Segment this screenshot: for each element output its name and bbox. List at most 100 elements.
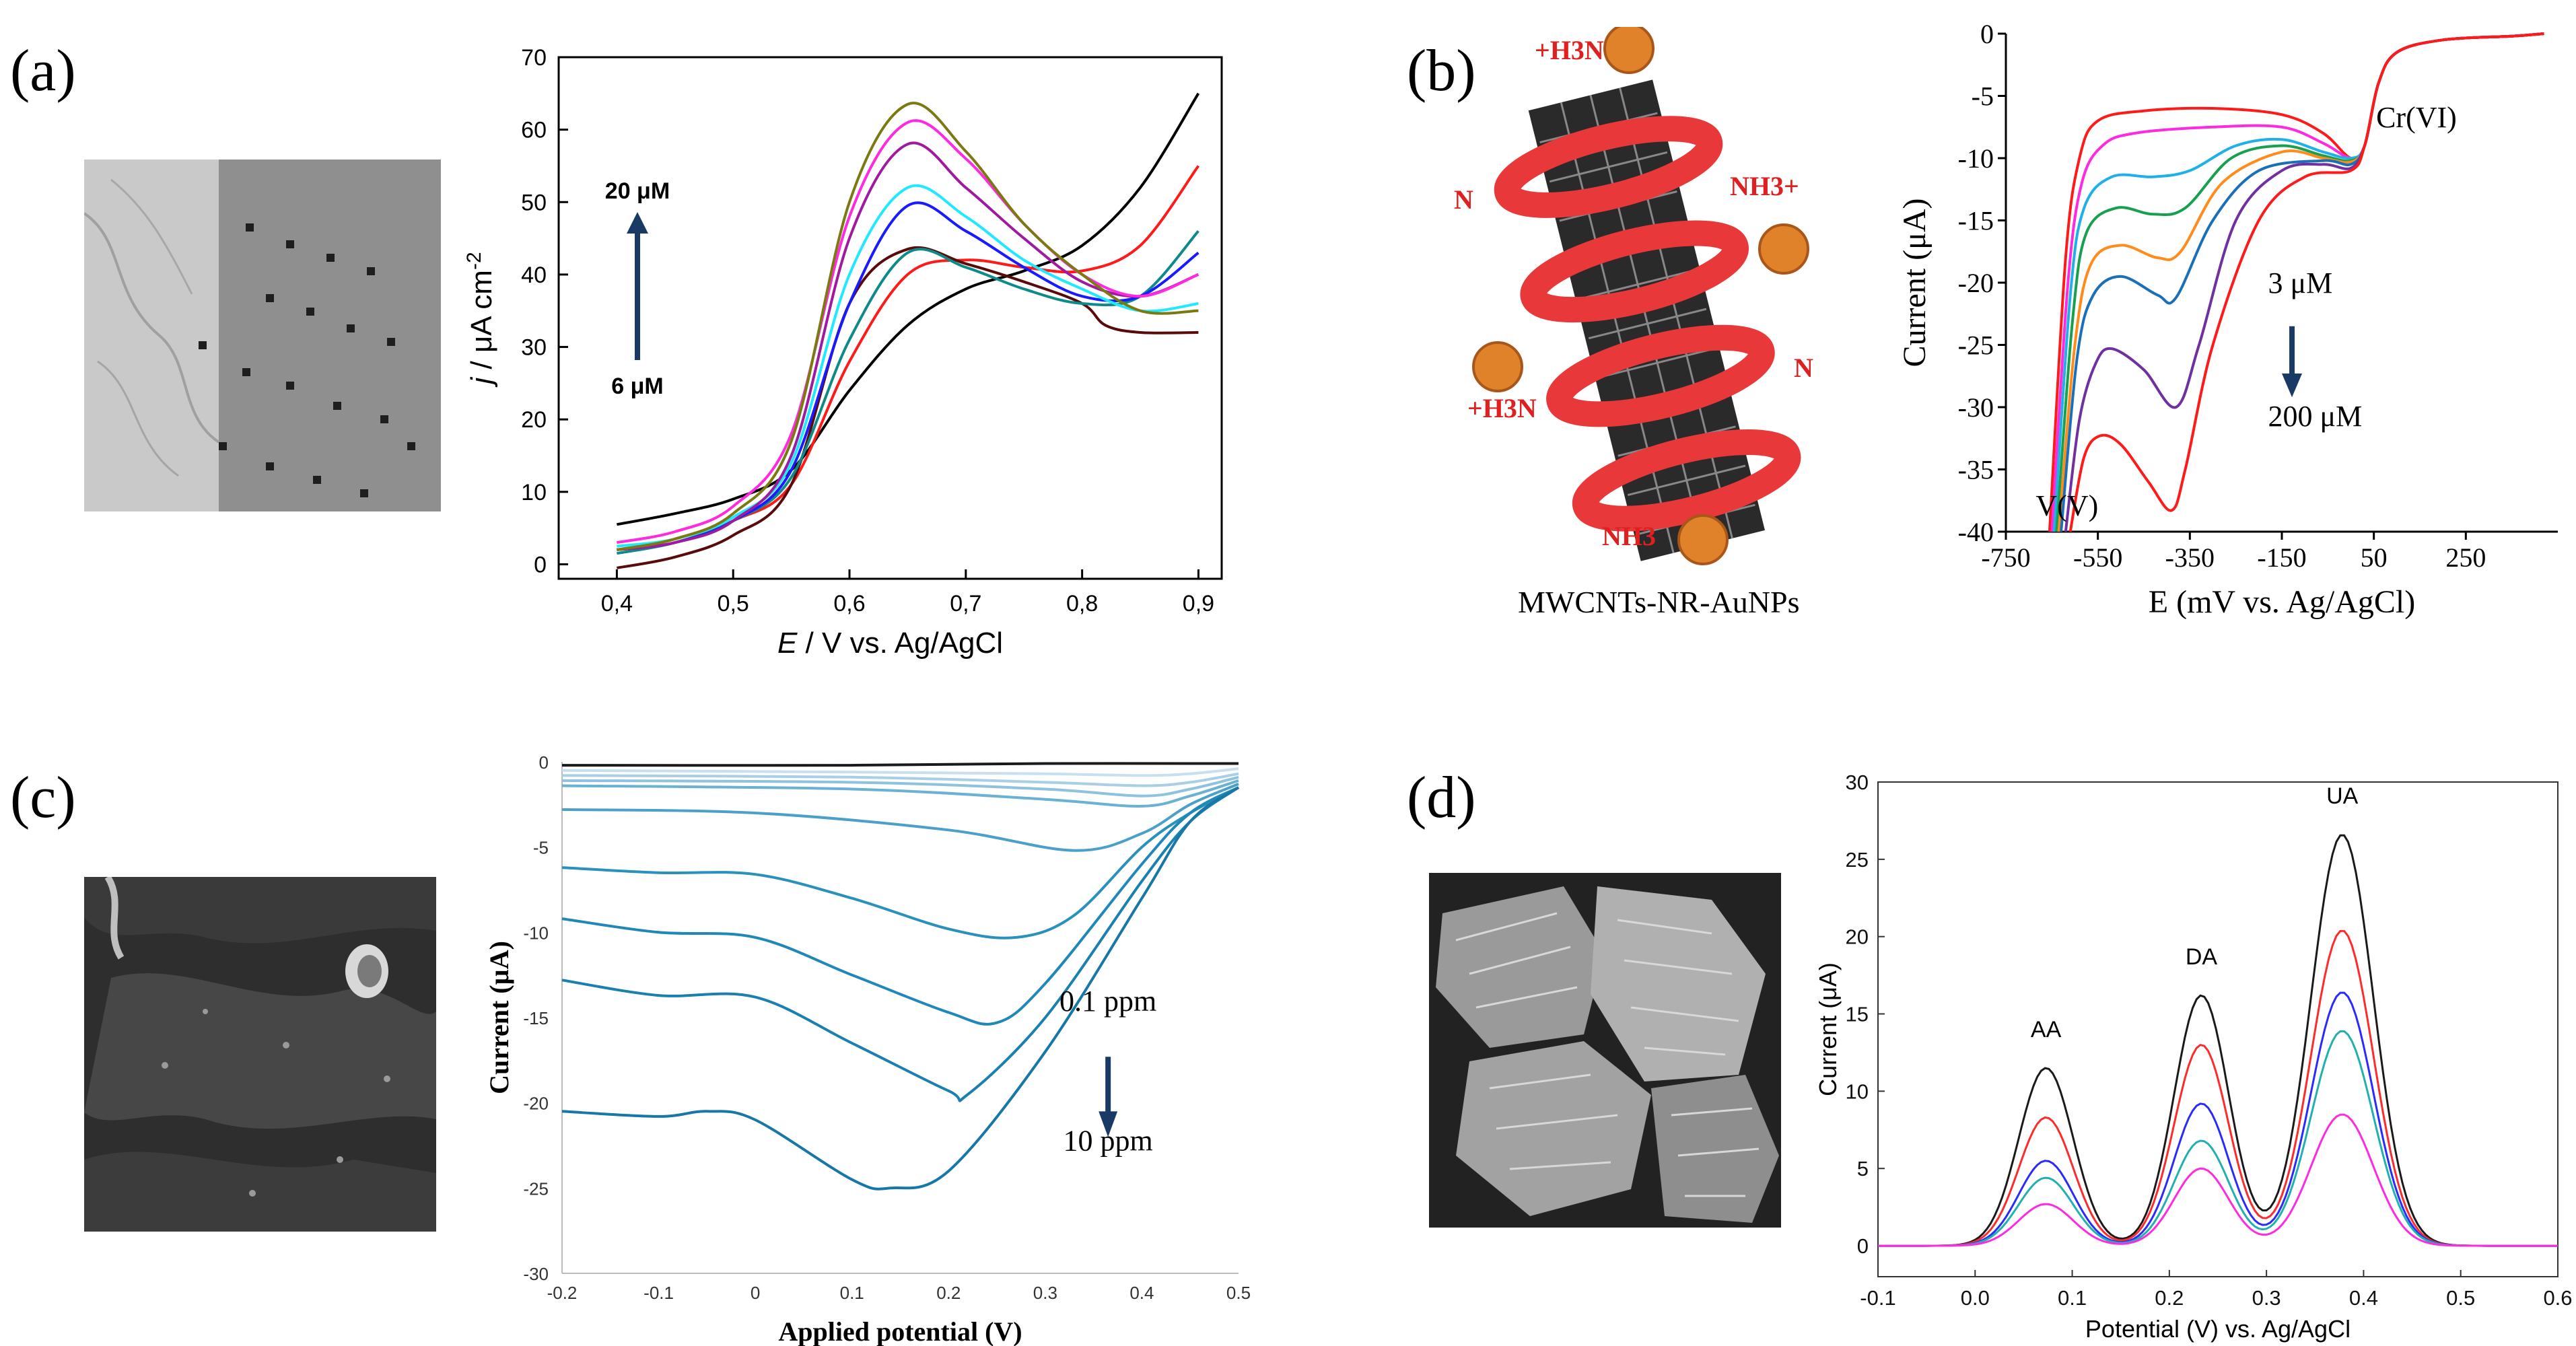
y-tick-label: 30 <box>1846 771 1869 794</box>
y-tick-label: 25 <box>1846 848 1869 872</box>
y-tick-label: -5 <box>533 838 549 858</box>
annotation-top: 20 μM <box>605 178 670 204</box>
series-line-dark-red <box>617 246 1199 569</box>
ring-3 <box>1546 324 1775 427</box>
y-axis-label-sup: -2 <box>463 252 485 270</box>
series-line-magenta <box>1878 1113 2558 1247</box>
series-line-teal <box>617 229 1199 555</box>
x-tick-label: 0.6 <box>2543 1286 2572 1310</box>
x-tick-label: 0,5 <box>718 591 749 616</box>
series-line-s9 <box>561 786 1240 1191</box>
panel-label-a: (a) <box>10 38 76 104</box>
x-axis-label-symbol: E <box>777 627 798 660</box>
y-tick-label: 70 <box>521 45 547 71</box>
ring-1 <box>1494 116 1723 218</box>
x-tick-label: 0.3 <box>2252 1286 2281 1310</box>
decrease-arrow-head <box>1099 1111 1118 1137</box>
sem-image-d <box>1429 873 1781 1228</box>
annotation-bottom: 6 μM <box>611 374 663 399</box>
y-tick-label: 40 <box>521 262 547 288</box>
y-tick-label: -40 <box>1958 517 1994 547</box>
x-tick-label: -550 <box>2073 542 2122 573</box>
amine-label: +H3N <box>1535 35 1604 65</box>
plot-frame <box>1877 781 2558 1277</box>
y-tick-label: -30 <box>523 1264 549 1284</box>
schematic-caption: MWCNTs-NR-AuNPs <box>1518 585 1799 619</box>
x-tick-label: 0.0 <box>1961 1286 1990 1310</box>
y-tick-label: 10 <box>1846 1079 1869 1103</box>
series-line-blue <box>1878 991 2558 1247</box>
panel-label-c: (c) <box>10 765 76 830</box>
y-axis-label: Current (µA) <box>484 941 514 1094</box>
y-axis-label: Current (μA) <box>1814 962 1842 1096</box>
amine-label: NH3 <box>1602 521 1656 551</box>
series-line-s4 <box>561 779 1239 808</box>
panel-label-d: (d) <box>1407 765 1476 830</box>
series-line-blank <box>561 762 1239 767</box>
annotation-top: 3 μM <box>2268 267 2333 299</box>
amine-label: +H3N <box>1467 393 1537 423</box>
ring-2 <box>1520 220 1749 323</box>
y-tick-label: 10 <box>521 480 547 505</box>
series-line-red2 <box>2068 32 2544 532</box>
x-tick-label: 0.5 <box>1226 1283 1251 1303</box>
series-line-olive <box>617 102 1199 551</box>
y-tick-label: 20 <box>521 407 547 433</box>
y-axis-label-symbol: j <box>465 377 498 388</box>
gold-nanoparticle <box>1472 341 1523 392</box>
gold-nanoparticle <box>1603 27 1655 74</box>
ring-4 <box>1572 429 1801 532</box>
chart-b: 0 -5 -10 -15 -20 -25 -30 -35 -40-750 -550 -350 -150… <box>1897 19 2558 620</box>
y-tick-label: 0 <box>1980 19 1994 49</box>
amine-label: N <box>1454 184 1473 215</box>
y-tick-label: -10 <box>1958 143 1994 174</box>
sem-image-c <box>84 877 436 1232</box>
x-tick-label: 0.4 <box>1129 1283 1154 1303</box>
y-tick-label: -15 <box>523 1008 549 1028</box>
y-tick-label: -20 <box>523 1094 549 1114</box>
decrease-arrow-head <box>2282 374 2303 398</box>
y-tick-label: 20 <box>1846 925 1869 949</box>
amine-label: N <box>1794 353 1813 383</box>
y-tick-label: 50 <box>521 190 547 215</box>
series-line-red <box>617 165 1200 551</box>
series-line-s7 <box>561 786 1239 1026</box>
series-line-s2 <box>561 772 1239 787</box>
x-tick-label: -150 <box>2257 542 2306 573</box>
increase-arrow-head <box>627 212 648 234</box>
series-line-red <box>1878 929 2558 1247</box>
x-tick-label: 50 <box>2361 542 2388 573</box>
x-tick-label: 0,8 <box>1066 591 1098 616</box>
x-axis-label-text: / V vs. Ag/AgCl <box>797 627 1003 660</box>
x-tick-label: 0.2 <box>936 1283 961 1303</box>
gold-nanoparticle <box>1677 514 1729 565</box>
series-line-magenta <box>617 119 1199 544</box>
x-tick-label: 0,4 <box>601 591 633 616</box>
x-tick-label: -0.1 <box>643 1283 674 1303</box>
series-line-s6 <box>561 786 1239 940</box>
chart-d: 0 5 10 15 20 25 30 -0.1 0.0 0.1 0.2 0.3 0.4 0.5 0.6 AA D… <box>1814 771 2573 1343</box>
y-tick-label: 0 <box>1857 1234 1869 1258</box>
x-axis-label: Applied potential (V) <box>778 1316 1022 1346</box>
x-tick-label: 0.5 <box>2446 1286 2475 1310</box>
annotation-bottom: 200 μM <box>2268 400 2363 433</box>
y-tick-label: -10 <box>523 923 549 943</box>
y-tick-label: 60 <box>521 118 547 143</box>
annotation-top: 0.1 ppm <box>1059 985 1156 1018</box>
x-tick-label: -0.1 <box>1860 1286 1895 1310</box>
y-tick-label: -35 <box>1958 455 1994 485</box>
x-tick-label: 0.1 <box>2058 1286 2087 1310</box>
series-line-blue <box>617 201 1199 551</box>
y-axis-label: j / μA cm-2 <box>463 252 498 387</box>
amine-label: NH3+ <box>1730 171 1799 201</box>
y-tick-label: 0 <box>534 552 547 577</box>
y-tick-label: 30 <box>521 335 547 361</box>
x-tick-label: 0.1 <box>840 1283 864 1303</box>
x-tick-label: 250 <box>2445 542 2486 573</box>
y-tick-label: -25 <box>1958 330 1994 361</box>
series-line-s5 <box>561 783 1239 852</box>
panel-label-b: (b) <box>1407 38 1476 104</box>
y-tick-label: 0 <box>539 752 549 773</box>
series-line-cyan <box>617 184 1199 548</box>
x-tick-label: 0,6 <box>833 591 865 616</box>
